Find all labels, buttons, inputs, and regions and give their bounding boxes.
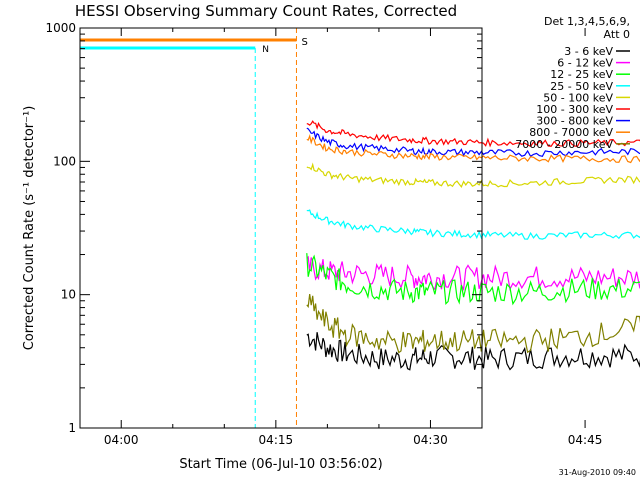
y-tick-label: 1 bbox=[68, 421, 76, 435]
series-line bbox=[306, 332, 640, 371]
saa-flag-label: S bbox=[301, 37, 307, 48]
night-flag-label: N bbox=[262, 45, 269, 55]
timestamp: 31-Aug-2010 09:40 bbox=[559, 468, 636, 477]
x-tick-label: 04:15 bbox=[259, 433, 294, 447]
series-lines bbox=[306, 120, 640, 371]
series-line bbox=[306, 255, 640, 292]
y-axis-label: Corrected Count Rate (s⁻¹ detector⁻¹) bbox=[22, 106, 37, 351]
legend-entry-label: 300 - 800 keV bbox=[536, 115, 613, 128]
legend-entry-label: 100 - 300 keV bbox=[536, 103, 613, 116]
y-tick-label: 10 bbox=[61, 288, 76, 302]
legend-entry-label: 25 - 50 keV bbox=[550, 80, 613, 93]
series-line bbox=[306, 127, 640, 158]
series-line bbox=[306, 162, 640, 188]
axis-ticks: 04:0004:1504:3004:4505:0005:1505:3011010… bbox=[45, 21, 603, 447]
legend-entry-label: 800 - 7000 keV bbox=[529, 126, 613, 139]
series-line bbox=[306, 294, 640, 354]
legend-entry-label: 6 - 12 keV bbox=[557, 57, 613, 70]
legend-entry-label: 7000 - 20000 keV bbox=[515, 138, 613, 151]
series-line bbox=[306, 120, 640, 148]
legend-header-detectors: Det 1,3,4,5,6,9, bbox=[544, 15, 630, 28]
legend-entry-label: 12 - 25 keV bbox=[550, 68, 613, 81]
series-line bbox=[306, 209, 640, 240]
chart-title: HESSI Observing Summary Count Rates, Cor… bbox=[75, 2, 457, 20]
x-axis-label: Start Time (06-Jul-10 03:56:02) bbox=[179, 457, 382, 472]
legend-entry-label: 3 - 6 keV bbox=[564, 45, 613, 58]
series-line bbox=[306, 253, 640, 306]
x-tick-label: 04:00 bbox=[104, 433, 139, 447]
x-tick-label: 04:45 bbox=[568, 433, 603, 447]
y-tick-label: 1000 bbox=[45, 21, 76, 35]
legend-header-attenuator: Att 0 bbox=[604, 28, 630, 41]
plot-frame bbox=[79, 27, 483, 429]
y-tick-label: 100 bbox=[53, 154, 76, 168]
series-line bbox=[306, 134, 640, 164]
legend-entry-label: 50 - 100 keV bbox=[543, 91, 613, 104]
x-tick-label: 04:30 bbox=[413, 433, 448, 447]
